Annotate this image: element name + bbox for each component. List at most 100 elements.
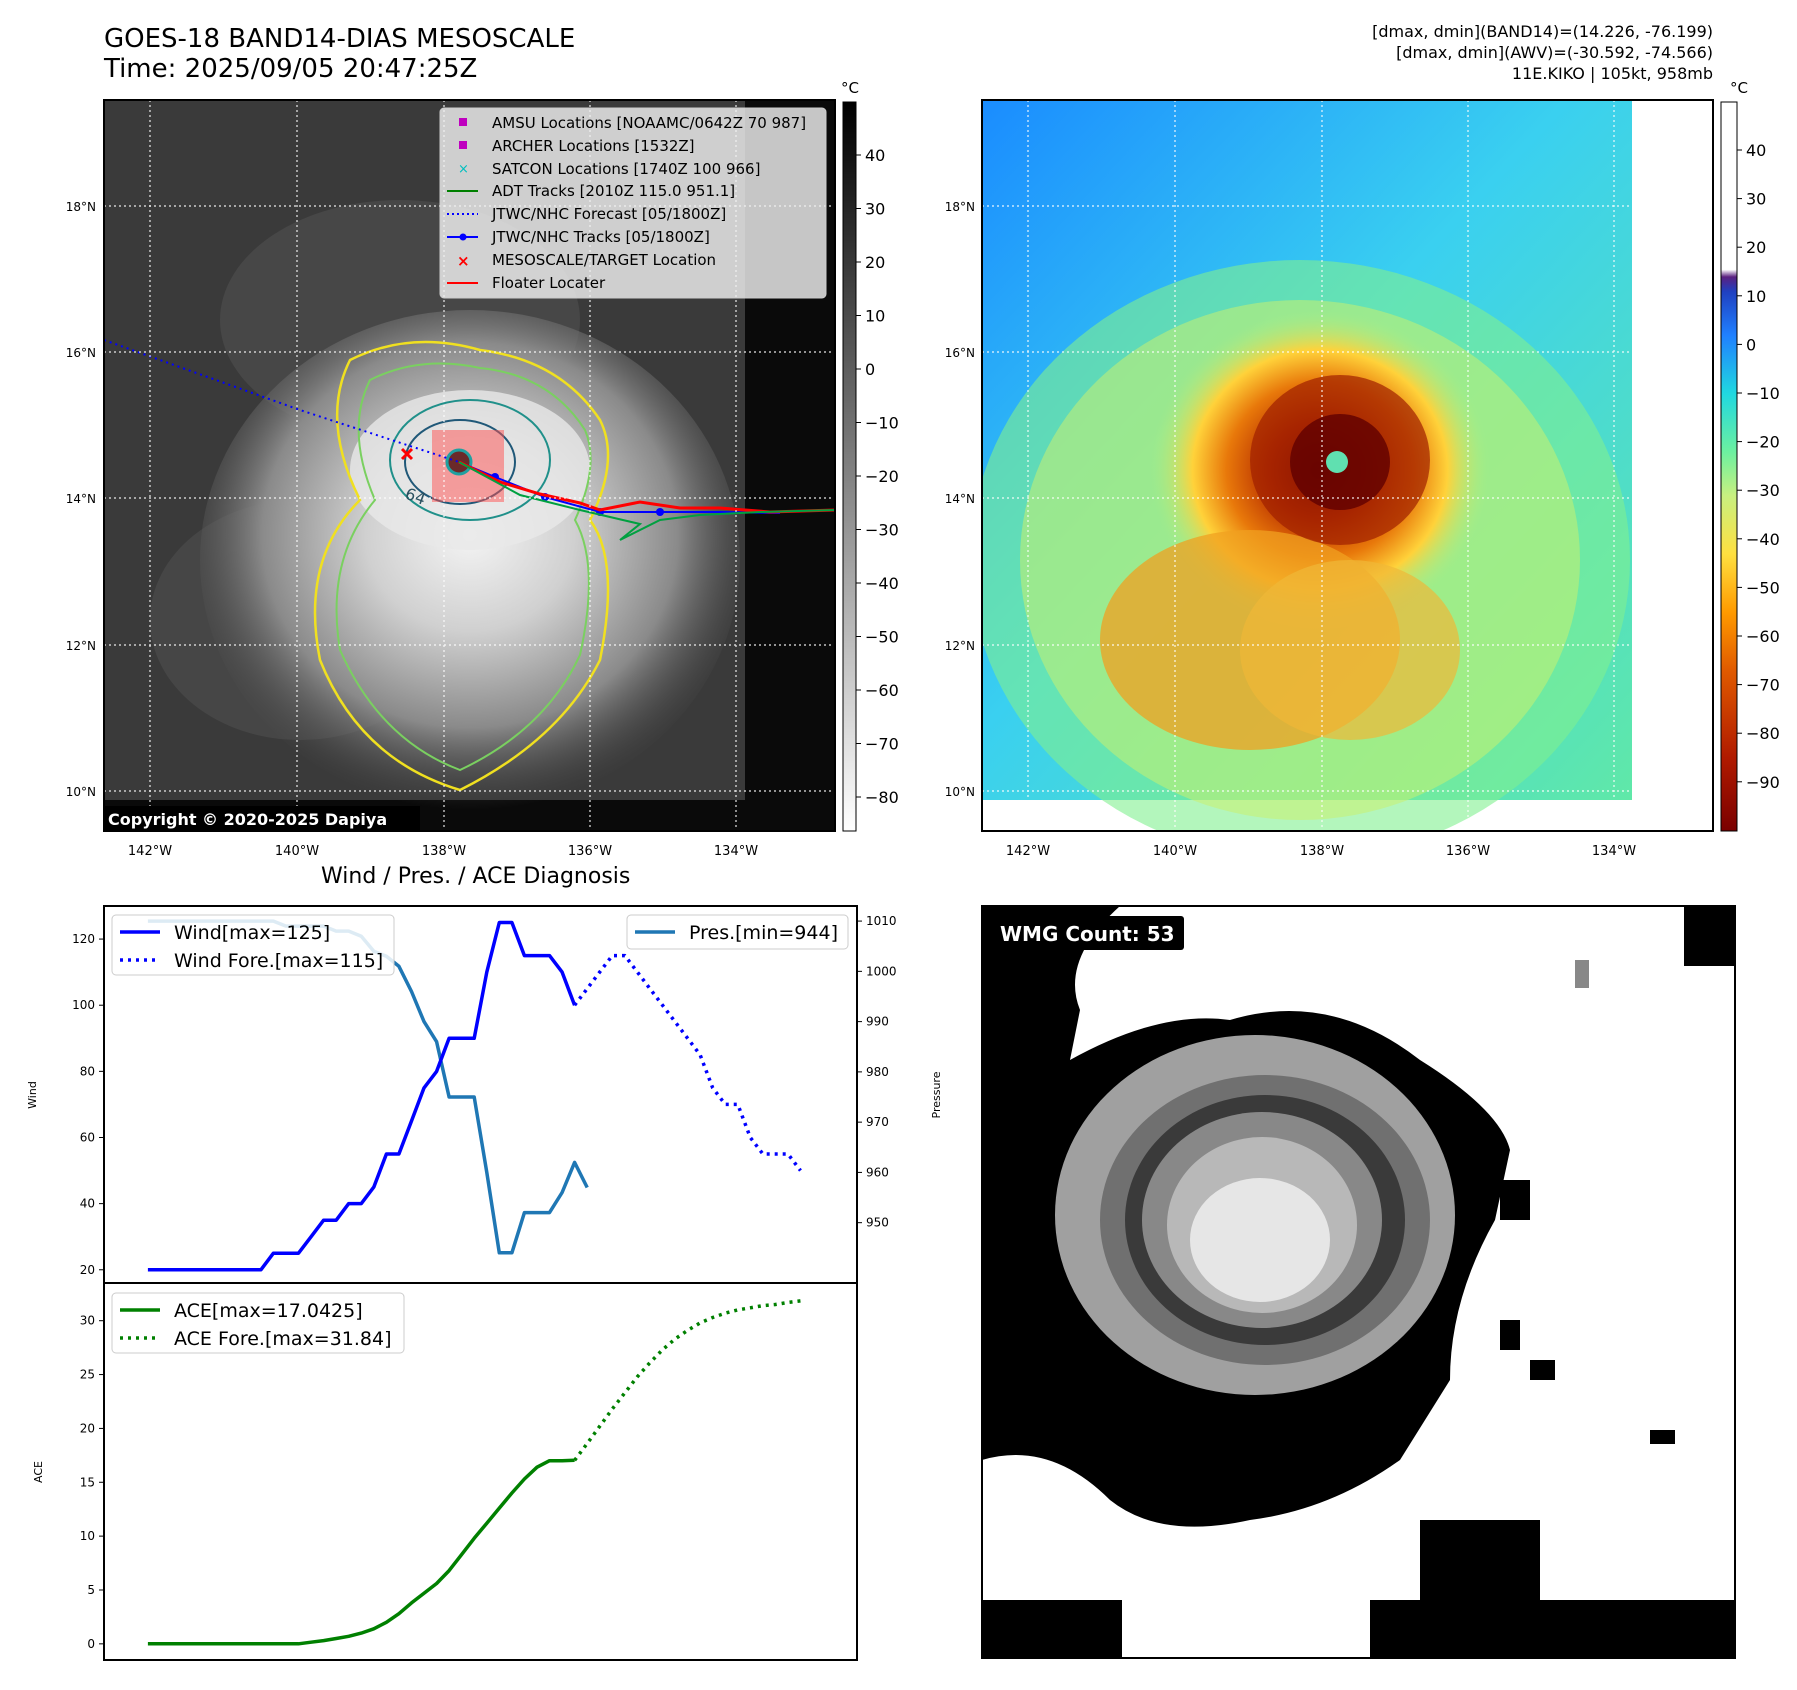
gray-colorbar-tick: −60	[865, 681, 899, 700]
diagnosis-title: Wind / Pres. / ACE Diagnosis	[321, 864, 631, 889]
lat-tick-16-b: 16°N	[945, 346, 975, 360]
wmg-count-label: WMG Count: 53	[1000, 922, 1175, 946]
gray-colorbar-tick: 40	[865, 146, 885, 165]
gray-colorbar-tick: 10	[865, 307, 885, 326]
color-colorbar-tick: −30	[1746, 481, 1780, 500]
color-colorbar-tick: 10	[1746, 287, 1766, 306]
legend-satcon-symbol: ×	[458, 162, 469, 177]
legend-archer-symbol	[459, 141, 467, 149]
gray-colorbar-tick: −20	[865, 467, 899, 486]
ir-map-lon-ticks: 142°W 140°W 138°W 136°W 134°W	[128, 844, 758, 859]
gray-colorbar-tick: −10	[865, 414, 899, 433]
figure-time: Time: 2025/09/05 20:47:25Z	[104, 54, 478, 84]
color-colorbar-tick: 0	[1746, 335, 1756, 354]
lon-tick-140-b: 140°W	[1153, 844, 1197, 859]
legend-amsu-symbol	[459, 118, 467, 126]
wmg-core	[1190, 1178, 1330, 1302]
pressure-y-tick: 970	[866, 1115, 889, 1129]
legend-pressure: Pres.[min=944]	[689, 922, 838, 944]
gray-colorbar-tick: −80	[865, 788, 899, 807]
green-contour	[335, 362, 592, 772]
ace-y-tick: 30	[80, 1314, 95, 1328]
ace-y-tick: 15	[80, 1475, 95, 1489]
ace-y-tick: 20	[80, 1421, 95, 1435]
color-colorbar-tick: 40	[1746, 141, 1766, 160]
color-colorbar-tick: −20	[1746, 433, 1780, 452]
info-storm: 11E.KIKO | 105kt, 958mb	[1511, 64, 1713, 83]
gray-colorbar: °C 40 30 20 10 0 −10 −20 −30 −40 −50 −60 −70 −80	[841, 79, 899, 832]
figure-title: GOES-18 BAND14-DIAS MESOSCALE	[104, 24, 576, 54]
lat-tick-10: 10°N	[66, 785, 96, 799]
color-colorbar-tick: −90	[1746, 773, 1780, 792]
color-colorbar-tick: −10	[1746, 384, 1780, 403]
pressure-y-tick: 950	[866, 1216, 889, 1230]
lon-tick-142: 142°W	[128, 844, 172, 859]
wind-y-tick: 40	[80, 1197, 95, 1211]
pressure-y-tick: 980	[866, 1065, 889, 1079]
wind-pressure-panel: 20 40 60 80 100 120 950 960 970 980 990 1000 1010 W…	[26, 905, 943, 1284]
legend-adt: ADT Tracks [2010Z 115.0 951.1]	[492, 182, 735, 200]
wind-forecast-line	[573, 953, 802, 1172]
legend-archer: ARCHER Locations [1532Z]	[492, 137, 695, 155]
gray-colorbar-tick: −50	[865, 628, 899, 647]
copyright-label: Copyright © 2020-2025 Dapiya	[108, 810, 387, 829]
lat-tick-12: 12°N	[66, 639, 96, 653]
info-band14-range: [dmax, dmin](BAND14)=(14.226, -76.199)	[1372, 22, 1713, 41]
pressure-ylabel: Pressure	[930, 1071, 943, 1118]
ace-y-tick: 10	[80, 1529, 95, 1543]
gray-colorbar-tick: −70	[865, 735, 899, 754]
color-colorbar-tick: −40	[1746, 530, 1780, 549]
legend-ace-fore: ACE Fore.[max=31.84]	[174, 1328, 392, 1350]
ace-line	[147, 1458, 575, 1646]
teal-contour	[389, 399, 551, 521]
color-map-gridlines	[982, 100, 1713, 831]
legend-floater: Floater Locater	[492, 274, 606, 292]
lat-tick-18: 18°N	[66, 200, 96, 214]
lon-tick-138-b: 138°W	[1300, 844, 1344, 859]
pressure-y-tick: 960	[866, 1165, 889, 1179]
color-colorbar-tick: 30	[1746, 190, 1766, 209]
lat-tick-16: 16°N	[66, 346, 96, 360]
pressure-y-tick: 990	[866, 1015, 889, 1029]
legend-forecast: JTWC/NHC Forecast [05/1800Z]	[491, 205, 726, 223]
lon-tick-134: 134°W	[714, 844, 758, 859]
forecast-track	[104, 339, 460, 463]
ace-legend: ACE[max=17.0425] ACE Fore.[max=31.84]	[111, 1292, 405, 1354]
lon-tick-134-b: 134°W	[1592, 844, 1636, 859]
info-awv-range: [dmax, dmin](AWV)=(-30.592, -74.566)	[1396, 43, 1713, 62]
blue-contour	[404, 419, 516, 505]
legend-ace: ACE[max=17.0425]	[174, 1300, 363, 1322]
ace-ylabel: ACE	[32, 1461, 45, 1483]
lat-tick-18-b: 18°N	[945, 200, 975, 214]
ir-map-frame	[103, 99, 836, 832]
lat-tick-14-b: 14°N	[945, 492, 975, 506]
map-legend: AMSU Locations [NOAAMC/0642Z 70 987] ARC…	[439, 107, 827, 299]
color-map-lat-ticks: 18°N 16°N 14°N 12°N 10°N	[945, 200, 975, 799]
lon-tick-136: 136°W	[568, 844, 612, 859]
legend-wind-fore: Wind Fore.[max=115]	[174, 950, 383, 972]
wind-legend: Wind[max=125] Wind Fore.[max=115]	[111, 914, 395, 976]
gray-colorbar-unit: °C	[841, 79, 859, 97]
color-colorbar-tick: −50	[1746, 578, 1780, 597]
lon-tick-140: 140°W	[275, 844, 319, 859]
color-colorbar-tick: 20	[1746, 238, 1766, 257]
pressure-y-tick: 1010	[866, 914, 897, 928]
color-map-lon-ticks: 142°W 140°W 138°W 136°W 134°W	[1006, 844, 1636, 859]
gray-colorbar-tick: −40	[865, 574, 899, 593]
legend-target-symbol: ×	[457, 252, 470, 270]
color-colorbar-tick: −80	[1746, 724, 1780, 743]
color-colorbar-tick: −60	[1746, 627, 1780, 646]
wind-y-tick: 80	[80, 1064, 95, 1078]
gray-colorbar-tick: 20	[865, 253, 885, 272]
ace-y-tick: 0	[87, 1637, 95, 1651]
legend-amsu: AMSU Locations [NOAAMC/0642Z 70 987]	[492, 114, 806, 132]
gray-colorbar-tick: −30	[865, 521, 899, 540]
wmg-panel: WMG Count: 53	[982, 906, 1735, 1658]
wind-ylabel: Wind	[26, 1081, 39, 1109]
lat-tick-14: 14°N	[66, 492, 96, 506]
color-colorbar-unit: °C	[1730, 79, 1748, 97]
ace-y-tick: 5	[87, 1583, 95, 1597]
wind-y-tick: 120	[72, 932, 95, 946]
color-map-frame	[981, 99, 1714, 832]
